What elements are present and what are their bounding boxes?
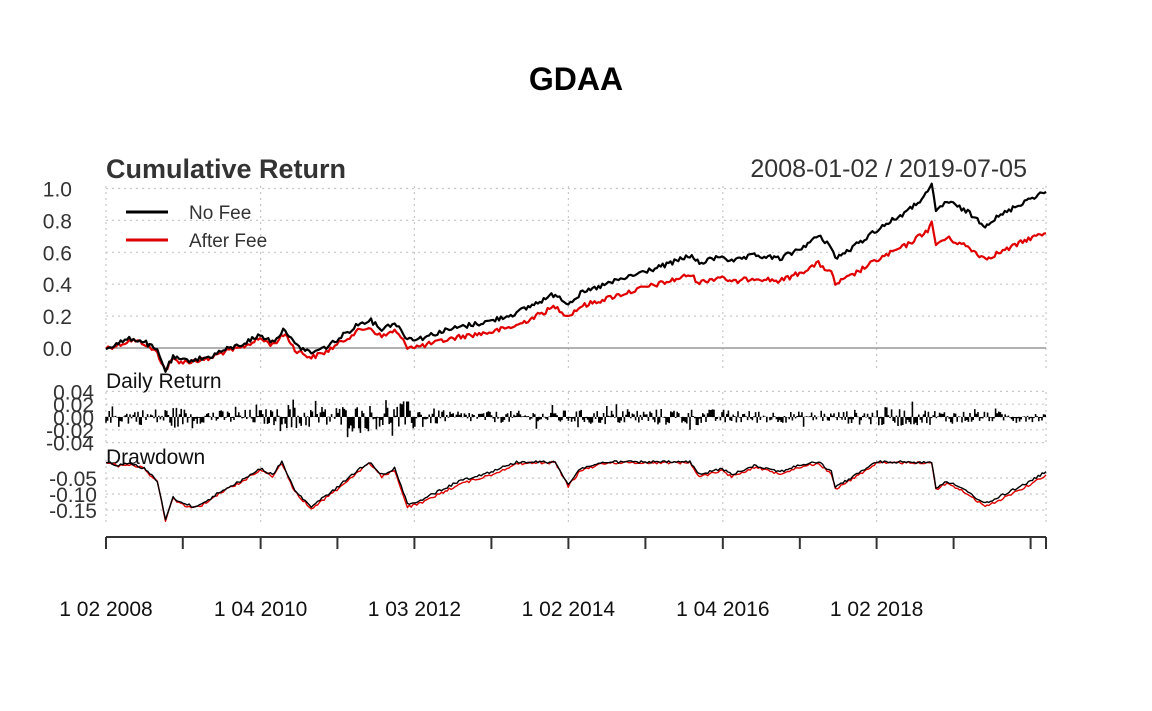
y-tick-label: -0.15 bbox=[49, 500, 97, 523]
cumulative-y-ticks: 0.0 0.2 0.4 0.6 0.8 1.0 bbox=[43, 179, 73, 362]
daily-return-y-ticks: 0.040.020.00-0.02-0.04 bbox=[46, 381, 94, 455]
x-axis-labels: 1 02 2008 1 04 2010 1 03 2012 1 02 2014 1 04… bbox=[59, 598, 923, 621]
x-tick-label: 1 03 2012 bbox=[368, 598, 461, 621]
legend: No Fee After Fee bbox=[126, 203, 267, 252]
chart-title: GDAA bbox=[529, 61, 623, 97]
daily-return-panel: Daily Return 0.040.020.00-0.02-0.04 bbox=[46, 370, 1047, 456]
drawdown-line-no-fee bbox=[105, 460, 1047, 521]
drawdown-lines bbox=[105, 460, 1047, 522]
daily-return-bars bbox=[105, 399, 1046, 438]
drawdown-line-after-fee bbox=[105, 460, 1047, 522]
y-tick-label: 0.4 bbox=[43, 274, 73, 297]
x-tick-label: 1 02 2008 bbox=[59, 598, 152, 621]
x-tick-label: 1 04 2016 bbox=[676, 598, 769, 621]
y-tick-label: -0.04 bbox=[46, 433, 94, 456]
drawdown-y-ticks: -0.05-0.10-0.15 bbox=[49, 468, 97, 523]
daily-return-bar-series bbox=[105, 399, 1046, 438]
y-tick-label: 0.6 bbox=[43, 242, 72, 265]
drawdown-gridlines bbox=[105, 460, 1047, 522]
y-tick-label: 0.04 bbox=[53, 381, 94, 404]
x-axis-ticks bbox=[105, 537, 1047, 549]
legend-label-no-fee: No Fee bbox=[189, 203, 251, 224]
legend-label-after-fee: After Fee bbox=[189, 231, 267, 252]
y-tick-label: 0.8 bbox=[43, 210, 72, 233]
daily-return-title: Daily Return bbox=[106, 370, 222, 393]
y-tick-label: 0.2 bbox=[43, 306, 72, 329]
y-tick-label: -0.10 bbox=[49, 484, 97, 507]
y-tick-label: -0.02 bbox=[46, 420, 94, 443]
series-line-no-fee bbox=[105, 182, 1047, 373]
x-axis: 1 02 2008 1 04 2010 1 03 2012 1 02 2014 1 04… bbox=[59, 536, 1047, 621]
y-tick-label: 1.0 bbox=[43, 179, 72, 202]
date-range-label: 2008-01-02 / 2019-07-05 bbox=[750, 155, 1027, 183]
y-tick-label: -0.05 bbox=[49, 468, 97, 491]
cumulative-lines bbox=[105, 182, 1047, 373]
y-tick-label: 0.02 bbox=[53, 394, 94, 417]
cumulative-panel-title: Cumulative Return bbox=[106, 154, 346, 184]
x-tick-label: 1 02 2018 bbox=[830, 598, 923, 621]
cumulative-return-panel: Cumulative Return 2008-01-02 / 2019-07-0… bbox=[43, 154, 1047, 373]
y-tick-label: 0.0 bbox=[43, 338, 72, 361]
series-line-after-fee bbox=[105, 220, 1047, 372]
x-tick-label: 1 04 2010 bbox=[214, 598, 307, 621]
y-tick-label: 0.00 bbox=[53, 407, 94, 430]
cumulative-gridlines bbox=[105, 186, 1047, 370]
x-tick-label: 1 02 2014 bbox=[522, 598, 616, 621]
drawdown-panel: Drawdown -0.05-0.10-0.15 bbox=[49, 446, 1047, 523]
